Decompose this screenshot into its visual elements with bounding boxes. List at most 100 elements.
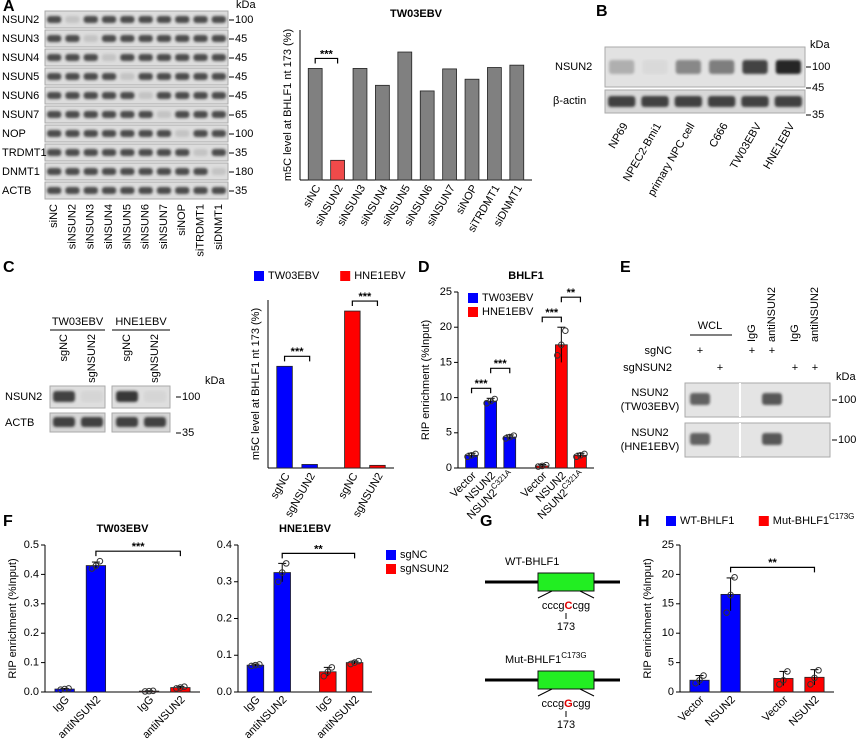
blot-band — [742, 60, 768, 74]
x-tick-label: sgNC — [336, 471, 360, 501]
blot-row-label: NSUN2 — [631, 427, 668, 439]
y-tick-label: 0.0 — [24, 686, 39, 698]
kda-label: kDa — [236, 0, 256, 11]
blot-band — [211, 16, 226, 23]
blot-band — [211, 92, 226, 99]
blot-row — [44, 143, 229, 162]
legend-label-main: WT-BHLF1 — [680, 515, 734, 527]
blot-row-label: NSUN3 — [2, 33, 39, 45]
condition-mark: + — [749, 345, 755, 357]
y-axis-label: RIP enrichment (%Input) — [642, 558, 654, 678]
blot-row — [44, 86, 229, 105]
legend-label-main: sgNSUN2 — [400, 563, 449, 575]
y-tick-label: 25 — [662, 539, 674, 551]
data-point — [562, 327, 569, 335]
blot-band — [156, 187, 172, 194]
connector — [537, 688, 553, 697]
data-point — [328, 664, 336, 671]
blot-row — [44, 48, 229, 67]
header-label: antiNSUN2 — [766, 287, 778, 342]
lane-label: C666 — [707, 121, 731, 150]
x-tick-label-main: sgNC — [269, 471, 293, 501]
blot-band — [101, 111, 117, 118]
construct-name: WT-BHLF1 — [505, 556, 559, 568]
bar — [330, 159, 345, 181]
blot-band — [47, 168, 62, 175]
blot-band — [120, 35, 135, 42]
data-point — [149, 687, 157, 695]
blot-band — [101, 35, 117, 42]
blot-band — [138, 130, 153, 137]
blot-band — [138, 92, 153, 99]
significance-label: ** — [768, 557, 777, 569]
blot-band — [101, 16, 117, 23]
blot-row — [44, 162, 229, 181]
marker-label: 100 — [812, 61, 830, 73]
panel-label: E — [620, 259, 631, 276]
blot-row — [604, 46, 806, 88]
marker-label: 100 — [182, 391, 200, 403]
blot-band — [156, 16, 172, 23]
significance-bracket — [283, 355, 311, 362]
blot-band — [156, 111, 172, 118]
data-point — [347, 660, 354, 668]
blot-band — [65, 111, 80, 118]
blot-band — [608, 96, 636, 107]
blot-band — [156, 54, 172, 61]
blot-band — [175, 187, 190, 194]
blot-band — [47, 111, 62, 118]
blot-band — [101, 54, 117, 61]
blot-band — [65, 149, 80, 156]
blot-band — [211, 130, 226, 137]
blot-band — [83, 130, 98, 137]
marker-label: 100 — [838, 394, 856, 406]
lane-label: siNSUN7 — [158, 204, 170, 249]
y-tick-label: 0.2 — [24, 627, 39, 639]
blot-band — [193, 73, 208, 80]
data-point — [468, 452, 475, 459]
blot-band — [175, 130, 190, 137]
y-tick-label: 5 — [668, 657, 674, 669]
legend-label: HNE1EBV — [354, 270, 406, 282]
blot-band — [138, 16, 153, 23]
lane-label: siTRDMT1 — [194, 204, 206, 257]
panel-label: B — [596, 3, 608, 20]
y-axis-label: m5C level at BHLF1 nt 173 (%) — [250, 308, 262, 460]
blot-band — [211, 35, 226, 42]
y-axis-label: RIP enrichment (%Input) — [7, 558, 19, 678]
data-point — [274, 578, 282, 586]
data-point — [173, 685, 180, 692]
marker-label: 100 — [838, 434, 856, 446]
chart-title: TW03EBV — [97, 523, 150, 535]
blot-row-label: (HNE1EBV) — [621, 441, 680, 453]
position-label: 173 — [557, 621, 575, 633]
blot-band — [156, 168, 172, 175]
group-label: TW03EBV — [52, 316, 104, 328]
blot-band — [53, 391, 75, 402]
data-point — [491, 395, 498, 403]
significance-bracket — [490, 367, 511, 374]
data-point — [248, 662, 255, 670]
x-tick-label: sgNC — [269, 471, 293, 501]
connector — [537, 590, 553, 599]
bar — [301, 464, 318, 469]
bar — [85, 565, 107, 693]
marker-label: 35 — [235, 147, 247, 159]
panel-label: C — [3, 259, 15, 276]
lane-label: siNSUN6 — [140, 204, 152, 249]
condition-mark: + — [792, 362, 798, 374]
blot-band — [193, 187, 208, 194]
header-label: antiNSUN2 — [809, 287, 821, 342]
position-label: 173 — [557, 719, 575, 731]
blot-row-label: NSUN2 — [631, 387, 668, 399]
blot-row — [44, 10, 229, 29]
significance-bracket — [95, 550, 181, 557]
blot-band — [193, 54, 208, 61]
legend-swatch — [666, 516, 676, 526]
condition-mark: + — [769, 345, 775, 357]
legend-label-main: Mut-BHLF1 — [773, 515, 829, 527]
gene-box — [537, 670, 595, 690]
y-axis-label: RIP enrichment (%Input) — [420, 320, 432, 440]
blot-band — [211, 73, 226, 80]
